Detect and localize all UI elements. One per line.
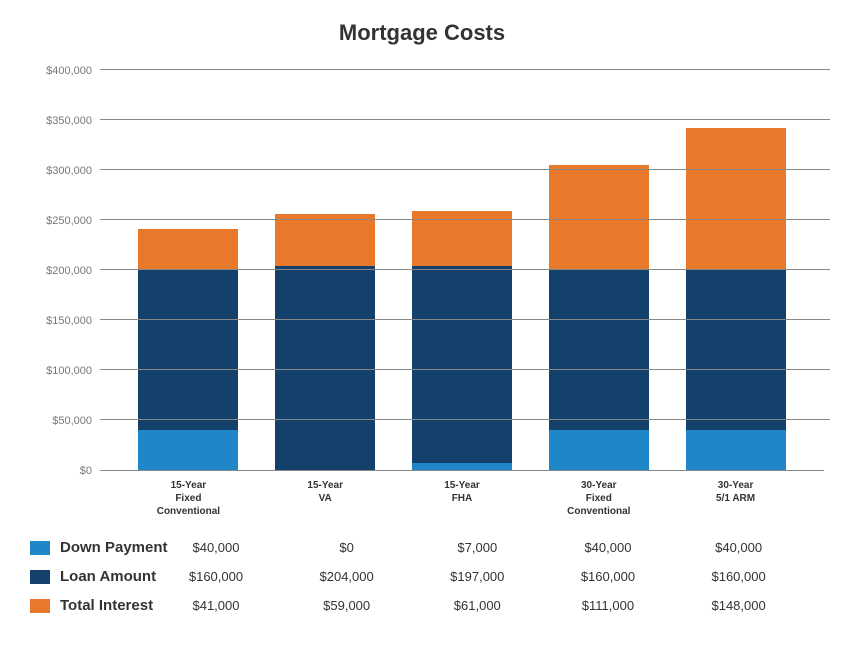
table-cell: $0 (297, 540, 397, 555)
plot-row: $0$50,000$100,000$150,000$200,000$250,00… (20, 71, 824, 471)
bar-slot (275, 214, 375, 470)
y-axis: $0$50,000$100,000$150,000$200,000$250,00… (20, 71, 100, 471)
x-axis-label: 30-Year Fixed Conventional (549, 479, 649, 518)
right-tick (824, 69, 830, 70)
table-cell: $61,000 (427, 598, 527, 613)
right-tick (824, 219, 830, 220)
x-axis-label: 30-Year 5/1 ARM (686, 479, 786, 518)
table-cell: $160,000 (166, 569, 266, 584)
bar-segment (549, 270, 649, 430)
legend-swatch (30, 599, 50, 613)
gridline (100, 419, 824, 420)
table-cell: $59,000 (297, 598, 397, 613)
legend-swatch (30, 541, 50, 555)
bar-segment (275, 266, 375, 470)
row-values: $41,000 $59,000 $61,000 $111,000 $148,000 (100, 598, 824, 613)
table-row: Down Payment$40,000$0$7,000$40,000$40,00… (20, 533, 824, 562)
gridline (100, 119, 824, 120)
right-tick (824, 169, 830, 170)
row-values: $160,000 $204,000 $197,000 $160,000 $160,000 (100, 569, 824, 584)
x-axis-label: 15-Year VA (275, 479, 375, 518)
data-table: Down Payment$40,000$0$7,000$40,000$40,00… (20, 533, 824, 620)
x-axis-label: 15-Year FHA (412, 479, 512, 518)
right-tick (824, 319, 830, 320)
table-cell: $41,000 (166, 598, 266, 613)
table-cell: $40,000 (558, 540, 658, 555)
bar-segment (686, 430, 786, 470)
y-tick-label: $150,000 (46, 315, 92, 327)
y-tick-label: $200,000 (46, 265, 92, 277)
y-tick-label: $350,000 (46, 115, 92, 127)
gridline (100, 69, 824, 70)
table-cell: $160,000 (689, 569, 789, 584)
y-tick-label: $0 (80, 465, 92, 477)
bar-segment (549, 165, 649, 270)
gridline (100, 219, 824, 220)
bar-segment (138, 270, 238, 430)
y-tick-label: $100,000 (46, 365, 92, 377)
table-row: Total Interest$41,000$59,000$61,000$111,… (20, 591, 824, 620)
right-tick (824, 269, 830, 270)
bar-segment (686, 128, 786, 270)
bar-slot (549, 165, 649, 470)
y-tick-label: $300,000 (46, 165, 92, 177)
right-tick (824, 119, 830, 120)
table-cell: $197,000 (427, 569, 527, 584)
table-cell: $204,000 (297, 569, 397, 584)
plot-area (100, 71, 824, 471)
stacked-bar (549, 165, 649, 470)
right-tick (824, 369, 830, 370)
table-cell: $160,000 (558, 569, 658, 584)
bar-slot (138, 229, 238, 470)
stacked-bar (138, 229, 238, 470)
bar-segment (686, 270, 786, 430)
row-values: $40,000 $0 $7,000 $40,000 $40,000 (100, 540, 824, 555)
legend-swatch (30, 570, 50, 584)
x-axis-label: 15-Year Fixed Conventional (138, 479, 238, 518)
bar-segment (138, 430, 238, 470)
bar-segment (412, 266, 512, 463)
right-tick (824, 419, 830, 420)
bars-container (100, 71, 824, 470)
bar-segment (138, 229, 238, 270)
y-tick-label: $50,000 (52, 415, 92, 427)
y-tick-label: $250,000 (46, 215, 92, 227)
stacked-bar (275, 214, 375, 470)
gridline (100, 269, 824, 270)
bar-segment (275, 214, 375, 266)
table-cell: $7,000 (427, 540, 527, 555)
gridline (100, 169, 824, 170)
table-row: Loan Amount$160,000$204,000$197,000$160,… (20, 562, 824, 591)
mortgage-costs-chart: Mortgage Costs $0 $50,000 $100,000 $150,000… (20, 20, 824, 620)
bar-segment (412, 463, 512, 470)
stacked-bar (412, 211, 512, 470)
gridline (100, 319, 824, 320)
chart-title: Mortgage Costs (20, 20, 824, 46)
gridline (100, 369, 824, 370)
y-tick-label: $400,000 (46, 65, 92, 77)
table-cell: $148,000 (689, 598, 789, 613)
table-cell: $111,000 (558, 598, 658, 613)
table-cell: $40,000 (689, 540, 789, 555)
table-cell: $40,000 (166, 540, 266, 555)
bar-segment (549, 430, 649, 470)
bar-slot (412, 211, 512, 470)
x-axis-labels: 15-Year Fixed Conventional 15-Year VA 15-Y… (100, 479, 824, 518)
